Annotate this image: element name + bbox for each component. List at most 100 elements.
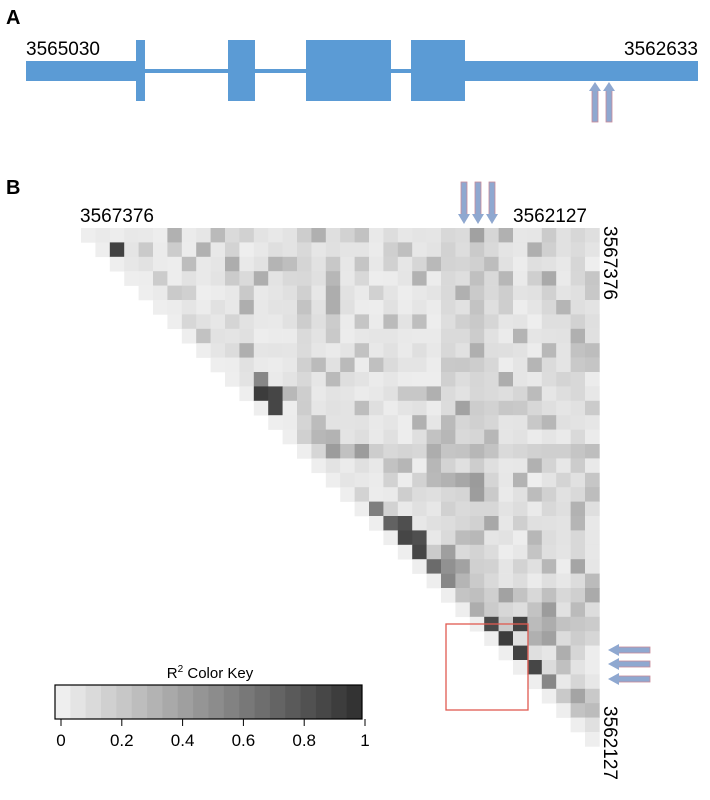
heatmap-cell — [297, 372, 312, 387]
heatmap-cell — [527, 573, 543, 589]
heatmap-cell — [498, 285, 514, 301]
heatmap-cell — [340, 400, 355, 416]
heatmap-cell — [354, 256, 370, 272]
heatmap-cell — [556, 645, 571, 661]
heatmap-cell — [282, 415, 298, 430]
utr-block — [26, 61, 138, 81]
heatmap-cell — [527, 400, 543, 416]
heatmap-cell — [383, 357, 399, 373]
heatmap-cell — [397, 343, 413, 358]
heatmap-cell — [397, 228, 413, 243]
heatmap-cell — [469, 530, 485, 546]
heatmap-cell — [210, 343, 226, 358]
heatmap-cell — [426, 372, 442, 387]
heatmap-cell — [253, 314, 269, 330]
heatmap-cell — [556, 530, 571, 546]
heatmap-cell — [225, 256, 240, 272]
heatmap-cell — [541, 372, 557, 387]
heatmap-cell — [484, 516, 499, 531]
heatmap-cell — [426, 516, 442, 531]
heatmap-cell — [397, 516, 413, 531]
color-key-step — [331, 685, 348, 719]
heatmap-cell — [426, 242, 442, 258]
heatmap-cell — [196, 256, 211, 272]
heatmap-cell — [210, 285, 226, 301]
heatmap-cell — [397, 444, 413, 459]
heatmap-cell — [570, 271, 586, 286]
heatmap-cell — [383, 444, 399, 459]
heatmap-cell — [412, 516, 427, 531]
heatmap-cell — [441, 573, 456, 589]
heatmap-cell — [441, 458, 456, 474]
heatmap-cell — [268, 256, 283, 272]
color-key-step — [177, 685, 194, 719]
heatmap-cell — [239, 372, 255, 387]
heatmap-cell — [455, 386, 471, 402]
heatmap-cell — [455, 429, 471, 445]
heatmap-cell — [513, 645, 528, 661]
heatmap-cell — [426, 458, 442, 474]
heatmap-cell — [570, 228, 586, 243]
heatmap-cell — [383, 328, 399, 344]
heatmap-cell — [354, 429, 370, 445]
heatmap-cell — [469, 544, 485, 560]
heatmap-cell — [541, 660, 557, 675]
heatmap-cell — [541, 645, 557, 661]
heatmap-cell — [268, 300, 283, 315]
heatmap-cell — [585, 516, 600, 531]
heatmap-cell — [311, 415, 327, 430]
heatmap-cell — [455, 472, 471, 488]
heatmap-cell — [109, 242, 125, 258]
heatmap-cell — [282, 372, 298, 387]
heatmap-cell — [441, 530, 456, 546]
heatmap-cell — [354, 415, 370, 430]
heatmap-cell — [311, 285, 327, 301]
heatmap-cell — [268, 328, 283, 344]
heatmap-cell — [268, 400, 283, 416]
color-key-step — [285, 685, 301, 719]
heatmap-cell — [570, 256, 586, 272]
heatmap-cell — [585, 386, 600, 402]
heatmap-cell — [426, 271, 442, 286]
heatmap-cell — [513, 458, 528, 474]
heatmap-cell — [541, 343, 557, 358]
heatmap-cell — [153, 300, 168, 315]
heatmap-cell — [541, 429, 557, 445]
heatmap-cell — [268, 228, 283, 243]
heatmap-cell — [570, 616, 586, 632]
heatmap-cell — [383, 271, 399, 286]
heatmap-cell — [585, 602, 600, 618]
color-key-tick-label: 0.6 — [232, 731, 256, 750]
heatmap-cell — [556, 516, 571, 531]
heatmap-cell — [340, 328, 355, 344]
color-key-tick-label: 0 — [56, 731, 65, 750]
heatmap-cell — [225, 228, 240, 243]
heatmap-cell — [513, 328, 528, 344]
heatmap-cell — [541, 242, 557, 258]
heatmap-cell — [484, 400, 499, 416]
heatmap-cell — [570, 501, 586, 517]
heatmap-cell — [441, 343, 456, 358]
heatmap-cell — [484, 328, 499, 344]
heatmap-cell — [311, 429, 327, 445]
heatmap-cell — [124, 228, 139, 243]
heatmap-cell — [570, 602, 586, 618]
heatmap-cell — [498, 343, 514, 358]
heatmap-cell — [513, 516, 528, 531]
heatmap-cell — [455, 501, 471, 517]
heatmap-cell — [239, 271, 255, 286]
heatmap-cell — [412, 256, 427, 272]
heatmap-cell — [268, 415, 283, 430]
heatmap-cell — [585, 660, 600, 675]
heatmap-cell — [441, 357, 456, 373]
heatmap-cell — [469, 314, 485, 330]
heatmap-cell — [225, 357, 240, 373]
color-key-title: R2 Color Key — [167, 664, 254, 682]
heatmap-cell — [325, 372, 341, 387]
heatmap-cell — [325, 285, 341, 301]
heatmap-cell — [556, 602, 571, 618]
heatmap-cell — [354, 372, 370, 387]
heatmap-cell — [541, 544, 557, 560]
exon-block — [136, 40, 145, 101]
heatmap-cell — [253, 343, 269, 358]
